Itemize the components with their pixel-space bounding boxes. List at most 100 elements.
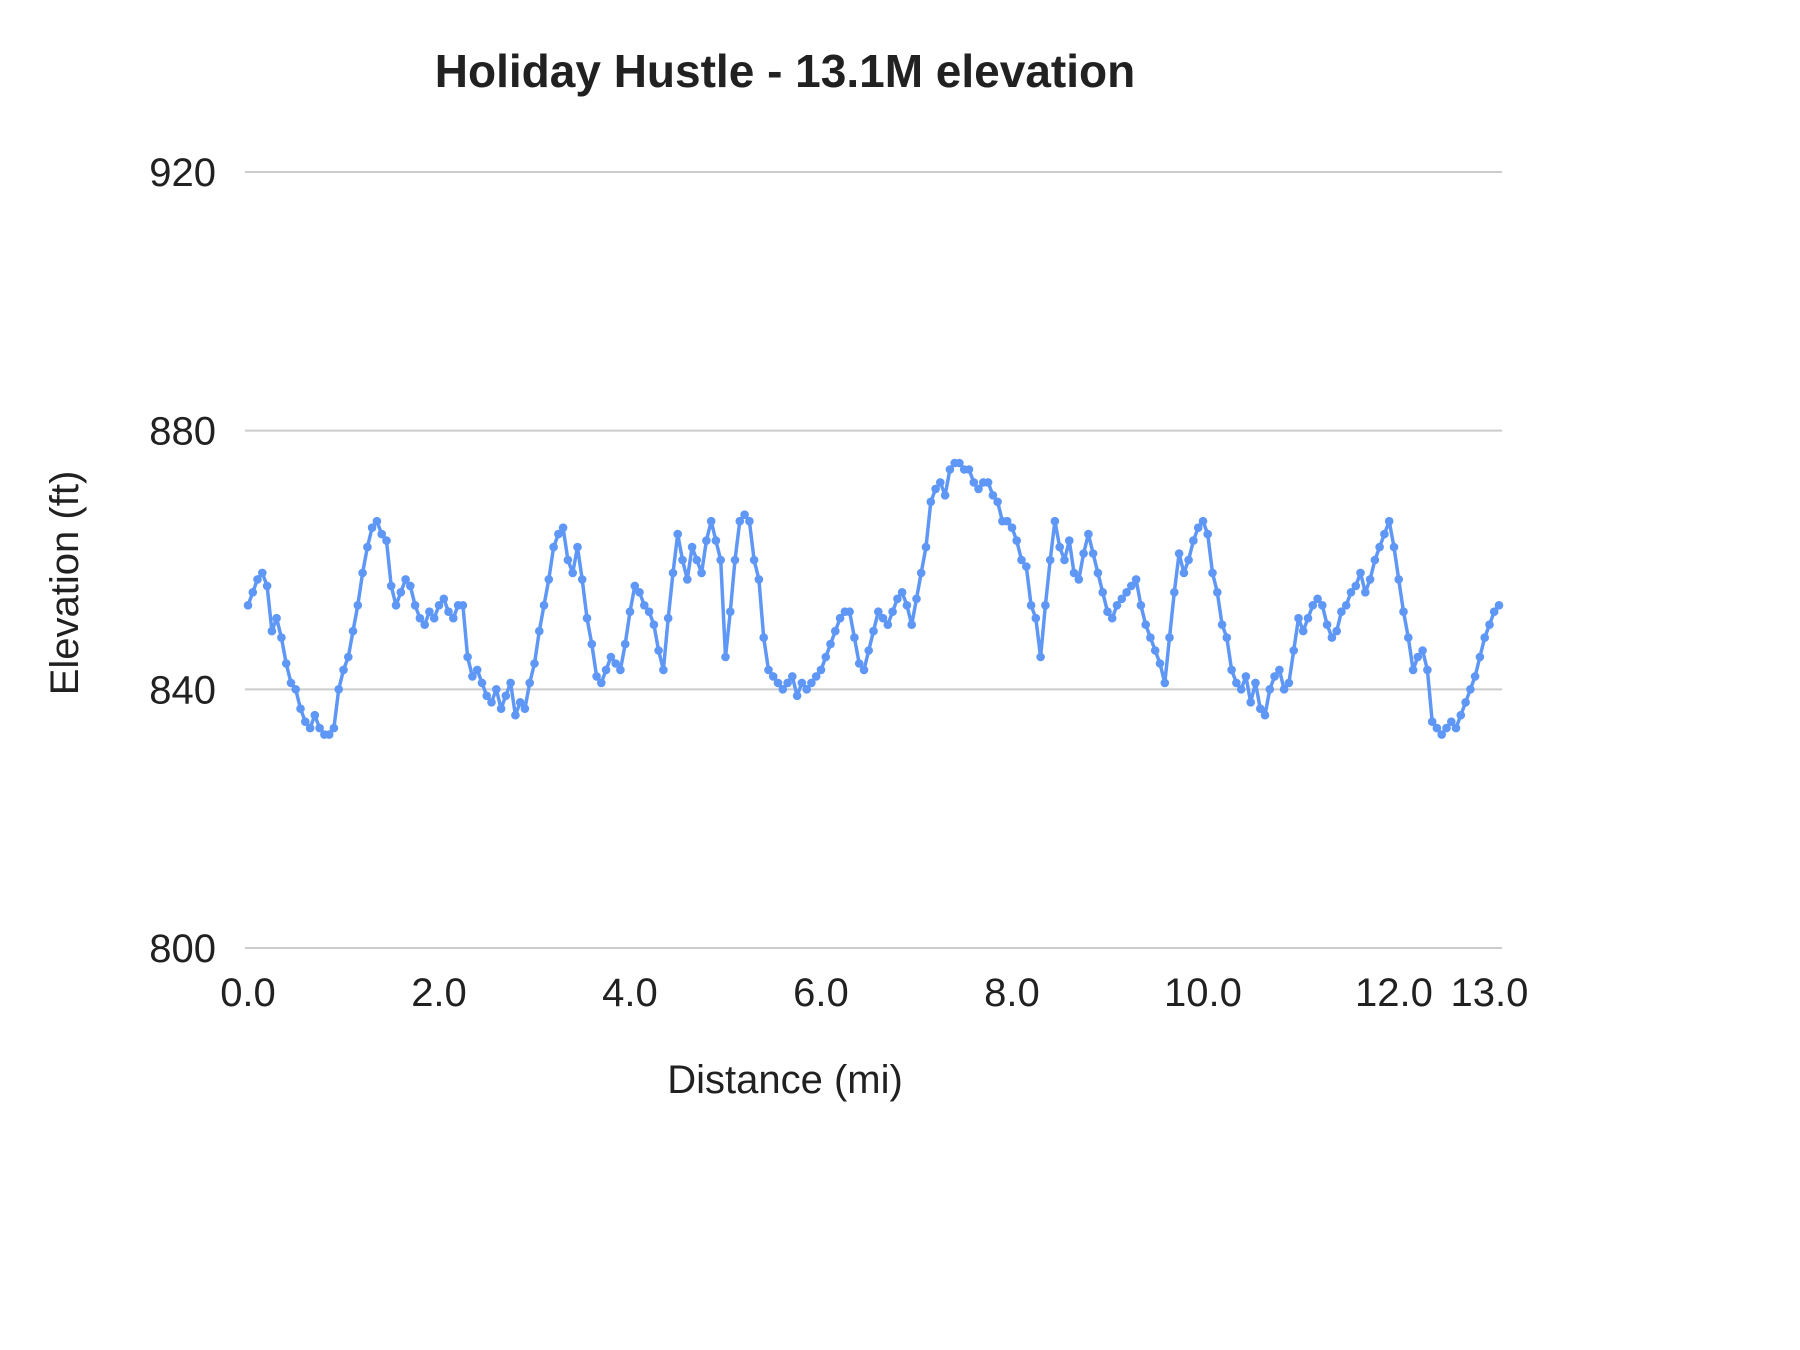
data-point-marker xyxy=(563,555,573,565)
data-point-marker xyxy=(291,685,301,694)
data-point-marker xyxy=(611,659,620,668)
x-axis-title: Distance (mi) xyxy=(667,1058,903,1102)
data-point-marker xyxy=(792,691,802,701)
data-point-marker xyxy=(711,536,721,545)
data-point-marker xyxy=(916,568,926,578)
data-point-marker xyxy=(869,626,878,636)
data-point-marker xyxy=(1232,678,1241,688)
data-point-marker xyxy=(1389,542,1399,552)
data-point-marker xyxy=(301,717,310,726)
data-point-marker xyxy=(854,659,864,668)
data-point-marker xyxy=(931,484,940,494)
data-point-marker xyxy=(1341,601,1351,610)
data-point-marker xyxy=(1136,601,1146,610)
data-point-marker xyxy=(926,497,936,507)
data-point-marker xyxy=(1127,581,1136,591)
data-point-marker xyxy=(988,491,998,500)
data-point-marker xyxy=(1251,678,1260,688)
data-point-marker xyxy=(778,685,788,694)
data-point-marker xyxy=(893,594,902,604)
data-point-marker xyxy=(678,555,687,565)
data-point-marker xyxy=(415,613,425,623)
data-point-marker xyxy=(692,555,702,565)
data-point-marker xyxy=(1093,568,1103,578)
y-tick-label: 840 xyxy=(149,668,216,712)
data-point-marker xyxy=(1332,626,1341,636)
data-point-marker xyxy=(716,555,725,565)
data-point-marker xyxy=(659,665,668,675)
data-point-marker xyxy=(964,465,974,474)
data-point-marker xyxy=(1174,549,1184,558)
data-point-marker xyxy=(644,607,654,616)
data-point-marker xyxy=(1246,698,1255,707)
data-point-marker xyxy=(1423,665,1432,675)
data-point-marker xyxy=(1098,588,1107,597)
data-point-marker xyxy=(1026,601,1036,610)
data-point-marker xyxy=(649,620,659,629)
data-point-marker xyxy=(745,516,754,526)
data-point-marker xyxy=(1179,568,1189,578)
data-point-marker xyxy=(1413,652,1423,662)
data-point-marker xyxy=(993,497,1002,507)
data-point-marker xyxy=(391,601,401,610)
data-point-marker xyxy=(888,607,897,616)
chart-title: Holiday Hustle - 13.1M elevation xyxy=(434,45,1136,97)
data-point-marker xyxy=(549,542,558,552)
data-point-marker xyxy=(1451,723,1461,733)
data-point-marker xyxy=(1284,678,1294,688)
data-point-marker xyxy=(620,639,630,649)
data-point-marker xyxy=(788,672,797,681)
data-point-marker xyxy=(1361,588,1370,597)
data-point-marker xyxy=(573,542,582,552)
data-point-marker xyxy=(940,491,950,500)
data-point-marker xyxy=(1337,607,1346,616)
data-point-marker xyxy=(1356,568,1365,578)
data-point-marker xyxy=(1437,730,1446,739)
data-point-marker xyxy=(1107,613,1117,623)
data-point-marker xyxy=(1270,672,1279,681)
data-point-marker xyxy=(496,704,506,713)
data-point-marker xyxy=(1155,659,1165,668)
data-point-marker xyxy=(310,710,320,720)
data-point-marker xyxy=(344,652,353,662)
data-point-marker xyxy=(1475,652,1485,662)
data-point-marker xyxy=(1198,516,1208,526)
data-point-marker xyxy=(1322,620,1332,629)
data-point-marker xyxy=(850,633,859,642)
data-point-marker xyxy=(625,607,635,616)
data-point-marker xyxy=(458,601,468,610)
data-point-marker xyxy=(1236,685,1246,694)
data-point-marker xyxy=(1208,568,1217,578)
data-point-marker xyxy=(1489,607,1499,616)
data-point-marker xyxy=(511,710,520,720)
data-point-marker xyxy=(1165,633,1174,642)
data-point-marker xyxy=(974,484,983,494)
data-point-marker xyxy=(1260,710,1270,720)
data-point-marker xyxy=(406,581,415,591)
data-point-marker xyxy=(367,523,377,532)
elevation-line xyxy=(246,461,1501,737)
data-point-marker xyxy=(1088,549,1098,558)
data-point-marker xyxy=(1217,620,1227,629)
data-point-marker xyxy=(802,685,811,694)
data-point-marker xyxy=(315,723,324,733)
data-point-marker xyxy=(864,646,873,655)
data-point-marker xyxy=(616,665,625,675)
data-point-marker xyxy=(372,516,382,526)
data-point-marker xyxy=(515,698,525,707)
data-point-marker xyxy=(1351,581,1361,591)
data-point-marker xyxy=(382,536,391,545)
data-point-marker xyxy=(329,723,339,733)
data-point-marker xyxy=(1146,633,1155,642)
data-point-marker xyxy=(377,529,387,539)
data-point-marker xyxy=(363,542,372,552)
data-point-marker xyxy=(348,626,358,636)
data-point-marker xyxy=(1069,568,1079,578)
data-point-marker xyxy=(305,723,315,733)
data-point-marker xyxy=(243,601,253,610)
data-point-marker xyxy=(520,704,530,713)
data-point-marker xyxy=(386,581,396,591)
data-point-marker xyxy=(907,620,916,629)
y-tick-label: 880 xyxy=(149,410,216,454)
